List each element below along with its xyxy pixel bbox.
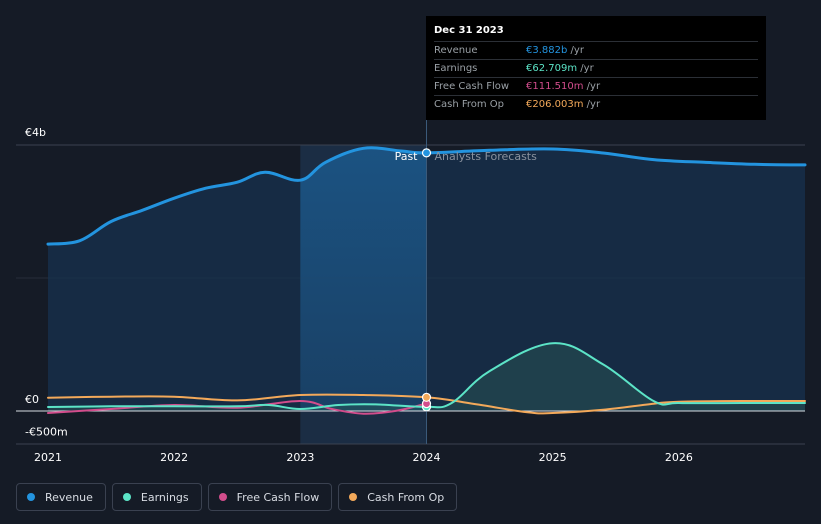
tooltip-label: Earnings [434,63,478,74]
legend-label: Earnings [140,490,189,504]
cash-from-op-line [47,393,806,415]
tooltip-value: €3.882b [526,45,568,56]
tooltip: Dec 31 2023 Revenue €3.882b /yr Earnings… [426,16,766,120]
y-tick-label: -€500m [25,425,68,438]
legend-item-revenue[interactable]: Revenue [16,483,106,511]
legend-dot-icon [27,493,35,501]
x-tick-label: 2025 [539,451,567,464]
y-tick-label: €4b [25,126,46,139]
cash-from-op-marker [421,392,432,402]
tooltip-label: Cash From Op [434,99,505,110]
legend-dot-icon [349,493,358,501]
x-tick-label: 2024 [413,451,441,464]
legend-item-cash-from-op[interactable]: Cash From Op [338,483,458,511]
past-label: Past [395,150,419,163]
tooltip-value: €111.510m [526,81,584,92]
tooltip-unit: /yr [586,99,601,110]
forecast-label: Analysts Forecasts [435,150,538,163]
legend-label: Free Cash Flow [236,490,320,504]
free-cash-flow-line [47,399,428,415]
x-tick-label: 2026 [665,451,693,464]
tooltip-row-earnings: Earnings €62.709m /yr [434,59,758,77]
x-tick-label: 2022 [160,451,188,464]
revenue-line [46,146,807,246]
tooltip-row-cash-from-op: Cash From Op €206.003m /yr [434,95,758,113]
tooltip-label: Revenue [434,45,478,56]
legend: Revenue Earnings Free Cash Flow Cash Fro… [16,483,458,511]
tooltip-row-revenue: Revenue €3.882b /yr [434,41,758,59]
legend-item-earnings[interactable]: Earnings [111,483,202,511]
x-tick-label: 2021 [34,451,62,464]
tooltip-unit: /yr [580,63,594,74]
legend-label: Revenue [45,490,93,504]
tooltip-value: €62.709m [526,63,578,74]
tooltip-value: €206.003m [526,99,584,110]
past-revenue-overlay [300,147,427,411]
legend-item-free-cash-flow[interactable]: Free Cash Flow [207,483,333,511]
y-tick-label: €0 [25,393,39,406]
earnings-area [48,343,805,411]
x-tick-label: 2023 [286,451,314,464]
tooltip-label: Free Cash Flow [434,81,510,92]
legend-label: Cash From Op [367,490,445,504]
legend-dot-icon [122,493,131,501]
tooltip-unit: /yr [570,45,584,56]
revenue-marker [421,148,432,158]
tooltip-row-free-cash-flow: Free Cash Flow €111.510m /yr [434,77,758,95]
tooltip-date: Dec 31 2023 [434,25,504,36]
legend-dot-icon [218,493,227,501]
tooltip-unit: /yr [586,81,601,92]
